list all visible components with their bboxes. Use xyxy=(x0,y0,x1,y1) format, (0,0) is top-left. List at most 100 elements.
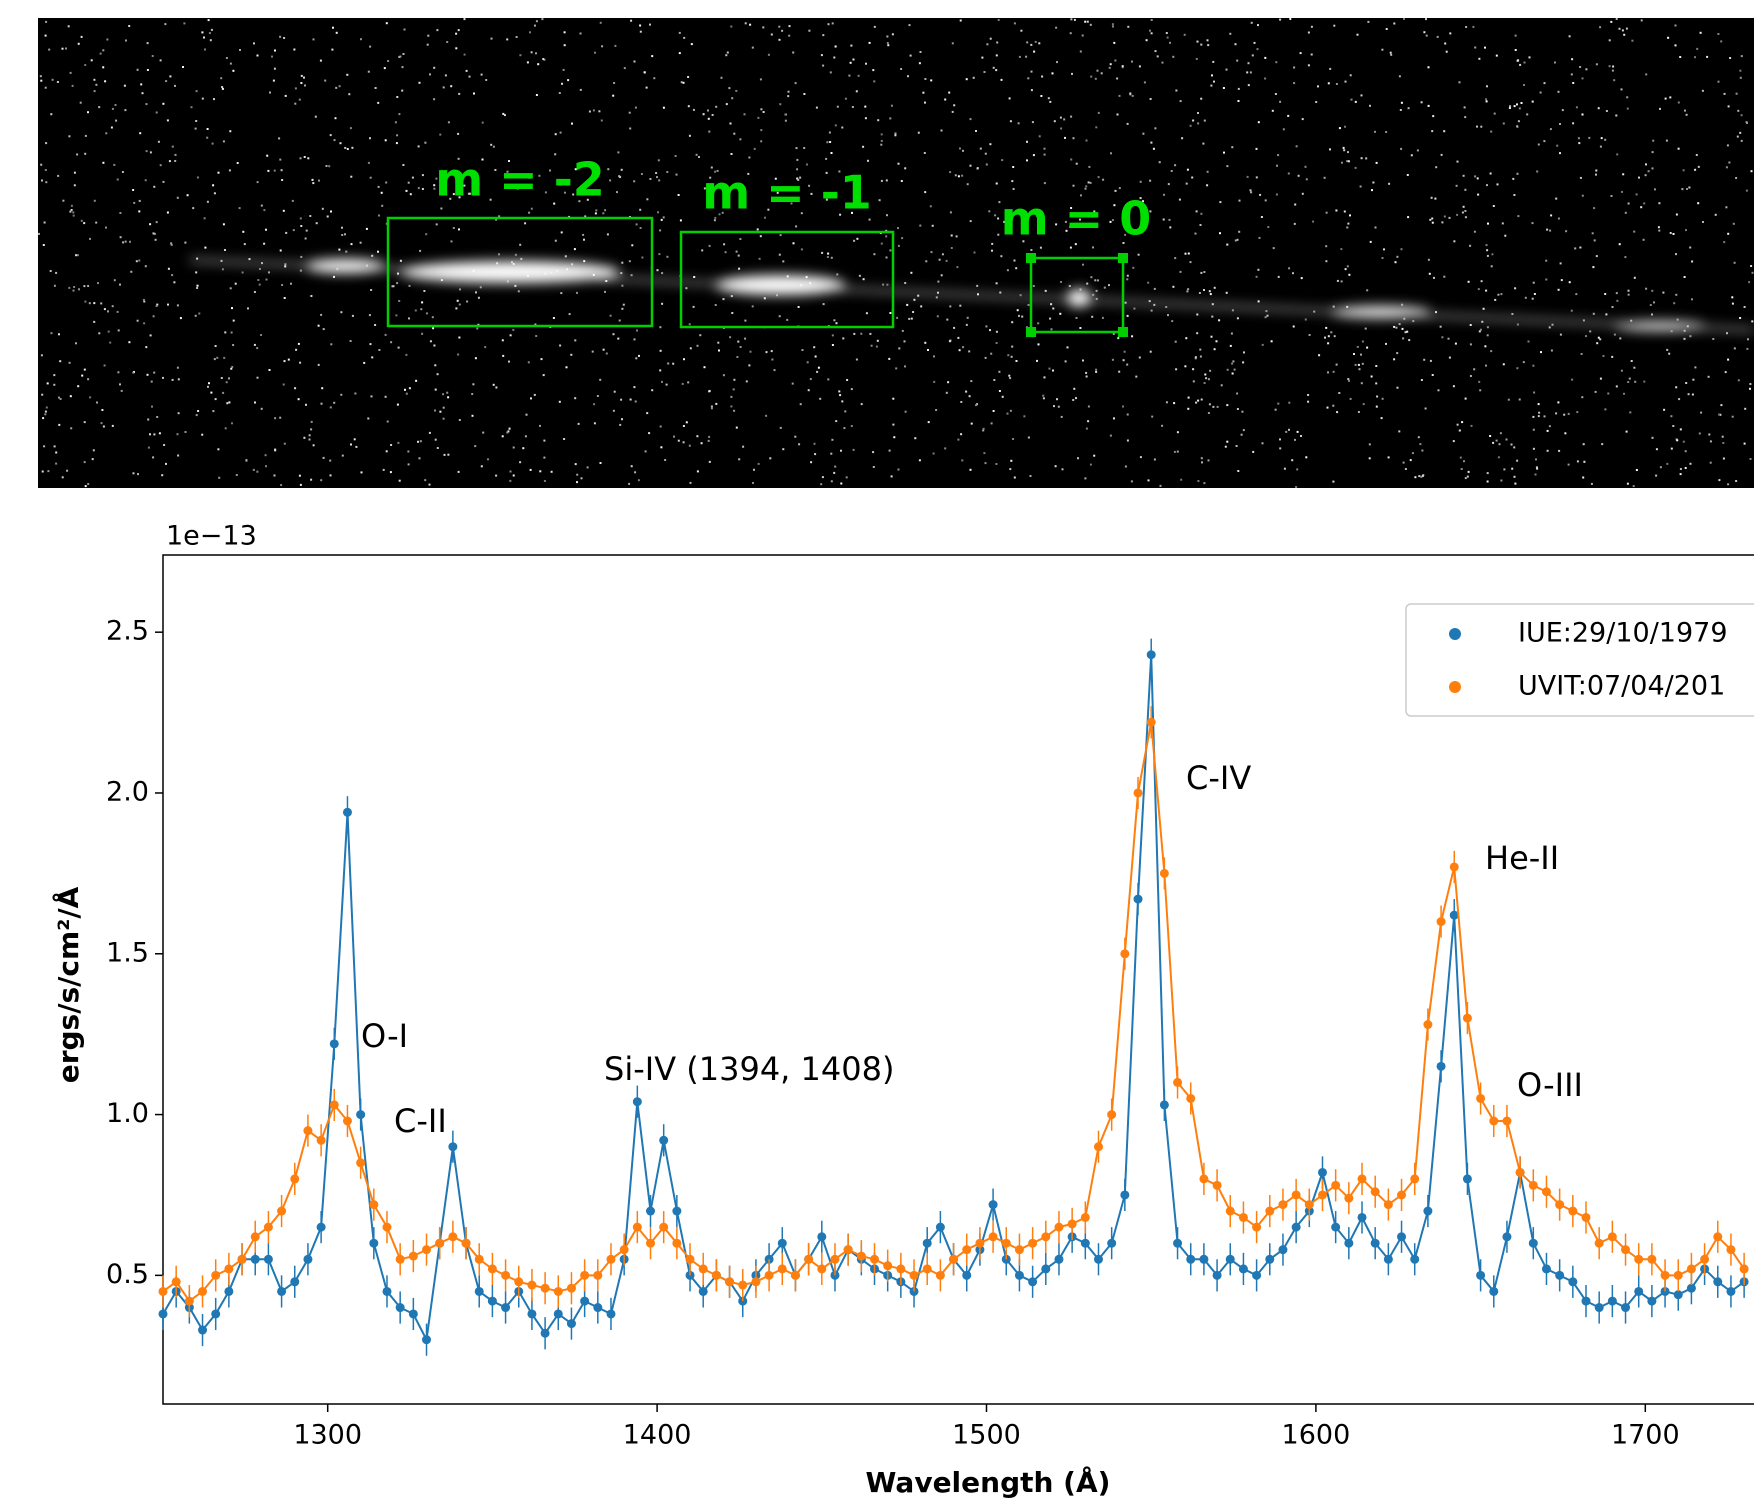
noise-dot xyxy=(414,309,417,312)
noise-dot xyxy=(579,88,582,91)
noise-dot xyxy=(838,170,841,173)
y-axis-label: ergs/s/cm²/Å xyxy=(51,886,85,1083)
noise-dot xyxy=(1126,439,1129,442)
noise-dot xyxy=(1279,438,1281,441)
noise-dot xyxy=(1056,61,1058,64)
noise-dot xyxy=(1381,257,1384,259)
noise-dot xyxy=(781,29,784,32)
noise-dot xyxy=(1435,311,1437,314)
noise-dot xyxy=(1121,66,1124,69)
data-point xyxy=(1462,1013,1472,1023)
data-point xyxy=(1397,1190,1407,1200)
noise-dot xyxy=(292,229,295,232)
noise-dot xyxy=(675,173,678,176)
noise-dot xyxy=(1151,415,1154,418)
noise-dot xyxy=(124,240,127,243)
noise-dot xyxy=(303,156,306,158)
data-point xyxy=(422,1335,432,1345)
noise-dot xyxy=(1679,428,1682,431)
data-point xyxy=(1423,1206,1433,1216)
noise-dot xyxy=(1253,41,1256,44)
noise-dot xyxy=(951,110,954,113)
noise-dot xyxy=(621,261,624,264)
noise-dot xyxy=(715,402,718,405)
noise-dot xyxy=(1666,462,1669,465)
noise-dot xyxy=(708,460,711,463)
noise-dot xyxy=(370,395,373,398)
noise-dot xyxy=(281,284,284,286)
noise-dot xyxy=(657,159,660,162)
noise-dot xyxy=(1720,40,1723,43)
noise-dot xyxy=(1113,41,1116,44)
noise-dot xyxy=(1396,352,1399,355)
noise-dot xyxy=(1325,245,1328,248)
noise-dot xyxy=(1295,486,1298,488)
noise-dot xyxy=(1097,279,1099,282)
noise-dot xyxy=(143,322,146,325)
noise-dot xyxy=(1209,369,1212,372)
noise-dot xyxy=(1222,87,1225,89)
noise-dot xyxy=(578,200,581,203)
data-point xyxy=(501,1303,511,1313)
noise-dot xyxy=(1500,293,1503,296)
noise-dot xyxy=(760,129,763,132)
noise-dot xyxy=(283,442,286,445)
noise-dot xyxy=(1390,53,1393,56)
noise-dot xyxy=(1527,340,1530,343)
noise-dot xyxy=(1480,125,1483,128)
data-point xyxy=(1713,1232,1723,1242)
noise-dot xyxy=(274,417,277,420)
noise-dot xyxy=(1455,184,1458,187)
noise-dot xyxy=(820,54,823,57)
noise-dot xyxy=(433,184,436,187)
noise-dot xyxy=(111,424,114,427)
noise-dot xyxy=(1347,378,1350,381)
noise-dot xyxy=(609,179,612,182)
noise-dot xyxy=(196,257,199,260)
noise-dot xyxy=(184,241,187,244)
noise-dot xyxy=(940,129,943,132)
data-point xyxy=(395,1303,405,1313)
noise-dot xyxy=(1275,61,1278,64)
noise-dot xyxy=(889,249,892,252)
noise-dot xyxy=(1429,359,1432,362)
noise-dot xyxy=(886,283,889,286)
noise-dot xyxy=(677,439,680,442)
data-point xyxy=(738,1280,748,1290)
data-point xyxy=(1410,1174,1420,1184)
noise-dot xyxy=(1750,265,1753,267)
noise-dot xyxy=(1030,89,1033,92)
noise-dot xyxy=(1061,468,1064,471)
noise-dot xyxy=(1522,361,1525,364)
noise-dot xyxy=(1420,379,1423,381)
data-point xyxy=(1054,1222,1064,1232)
noise-dot xyxy=(1663,408,1666,411)
noise-dot xyxy=(182,66,184,68)
noise-dot xyxy=(1611,306,1614,308)
noise-dot xyxy=(1750,170,1753,173)
noise-dot xyxy=(482,431,485,434)
noise-dot xyxy=(1575,106,1578,109)
noise-dot xyxy=(1274,93,1277,95)
noise-dot xyxy=(1163,193,1165,196)
noise-dot xyxy=(481,121,484,124)
noise-dot xyxy=(1113,417,1115,420)
noise-dot xyxy=(385,450,388,453)
noise-dot xyxy=(1237,470,1240,472)
noise-dot xyxy=(1678,398,1681,401)
noise-dot xyxy=(842,337,845,340)
noise-dot xyxy=(382,468,385,471)
noise-dot xyxy=(1233,368,1236,371)
noise-dot xyxy=(213,192,216,195)
noise-dot xyxy=(1627,289,1630,292)
noise-dot xyxy=(1197,399,1200,402)
noise-dot xyxy=(1285,430,1288,433)
noise-dot xyxy=(1372,181,1375,184)
annotation: Si-IV (1394, 1408) xyxy=(604,1050,894,1088)
noise-dot xyxy=(1733,347,1736,350)
handle xyxy=(1118,327,1128,337)
data-point xyxy=(909,1270,919,1280)
noise-dot xyxy=(398,113,401,116)
noise-dot xyxy=(210,391,213,394)
noise-dot xyxy=(896,316,899,319)
